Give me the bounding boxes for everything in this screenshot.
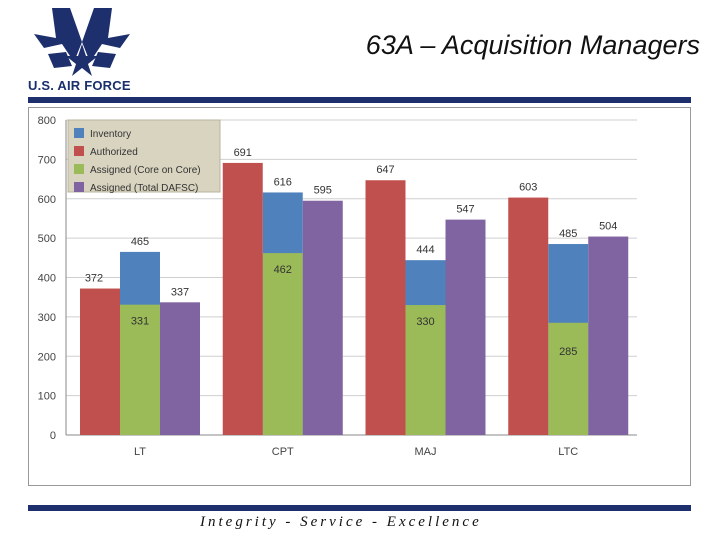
air-force-logo — [34, 8, 130, 76]
data-label-assigned-total: 504 — [599, 221, 617, 233]
legend-swatch — [74, 128, 84, 138]
bottom-divider — [28, 505, 691, 511]
x-tick-label: MAJ — [415, 446, 437, 458]
data-label-authorized: 647 — [376, 164, 394, 176]
bar-authorized — [222, 162, 263, 435]
legend-box — [67, 119, 221, 193]
x-tick-label: LT — [134, 446, 146, 458]
bar-assigned-core — [120, 304, 160, 435]
bar-authorized — [365, 180, 406, 435]
y-tick-label: 600 — [38, 194, 56, 206]
data-label-inventory: 485 — [559, 228, 577, 240]
data-label-assigned-total: 547 — [456, 204, 474, 216]
y-tick-label: 500 — [38, 233, 56, 245]
bar-assigned-total — [445, 219, 486, 435]
y-tick-label: 400 — [38, 273, 56, 285]
data-label-authorized: 691 — [234, 147, 252, 159]
data-label-inventory: 444 — [416, 244, 434, 256]
bar-assigned-total — [302, 200, 343, 435]
legend-entry: Assigned (Total DAFSC) — [90, 183, 198, 194]
bar-assigned-total — [588, 236, 629, 435]
bar-authorized — [508, 197, 549, 435]
legend-entry: Authorized — [90, 147, 138, 158]
data-label-assigned-core: 285 — [559, 346, 577, 358]
legend-swatch — [74, 164, 84, 174]
data-label-assigned-total: 595 — [314, 185, 332, 197]
y-tick-label: 100 — [38, 391, 56, 403]
y-tick-label: 200 — [38, 351, 56, 363]
wing-left-icon — [34, 8, 82, 62]
star-center-icon — [66, 44, 98, 76]
bar-authorized — [80, 288, 120, 435]
y-tick-label: 800 — [38, 115, 56, 127]
top-divider — [28, 97, 691, 103]
data-label-authorized: 603 — [519, 182, 537, 194]
y-tick-label: 300 — [38, 312, 56, 324]
legend-swatch — [74, 146, 84, 156]
y-tick-label: 700 — [38, 154, 56, 166]
y-tick-label: 0 — [50, 430, 56, 442]
logo-text: U.S. AIR FORCE — [28, 78, 131, 93]
data-label-authorized: 372 — [85, 273, 103, 285]
bar-assigned-core — [262, 253, 303, 435]
data-label-inventory: 616 — [274, 176, 292, 188]
footer-motto: Integrity - Service - Excellence — [200, 514, 482, 530]
legend-swatch — [74, 182, 84, 192]
x-tick-label: LTC — [558, 446, 578, 458]
x-tick-label: CPT — [272, 446, 294, 458]
legend-entry: Inventory — [90, 129, 131, 140]
data-label-inventory: 465 — [131, 236, 149, 248]
data-label-assigned-core: 331 — [131, 316, 149, 328]
page-title: 63A – Acquisition Managers — [365, 30, 700, 60]
bar-assigned-core — [548, 322, 589, 435]
bar-assigned-core — [405, 305, 446, 435]
bar-assigned-total — [160, 302, 200, 435]
legend-entry: Assigned (Core on Core) — [90, 165, 201, 176]
data-label-assigned-total: 337 — [171, 286, 189, 298]
data-label-assigned-core: 462 — [274, 264, 292, 276]
data-label-assigned-core: 330 — [416, 316, 434, 328]
wing-right-icon — [82, 8, 130, 62]
